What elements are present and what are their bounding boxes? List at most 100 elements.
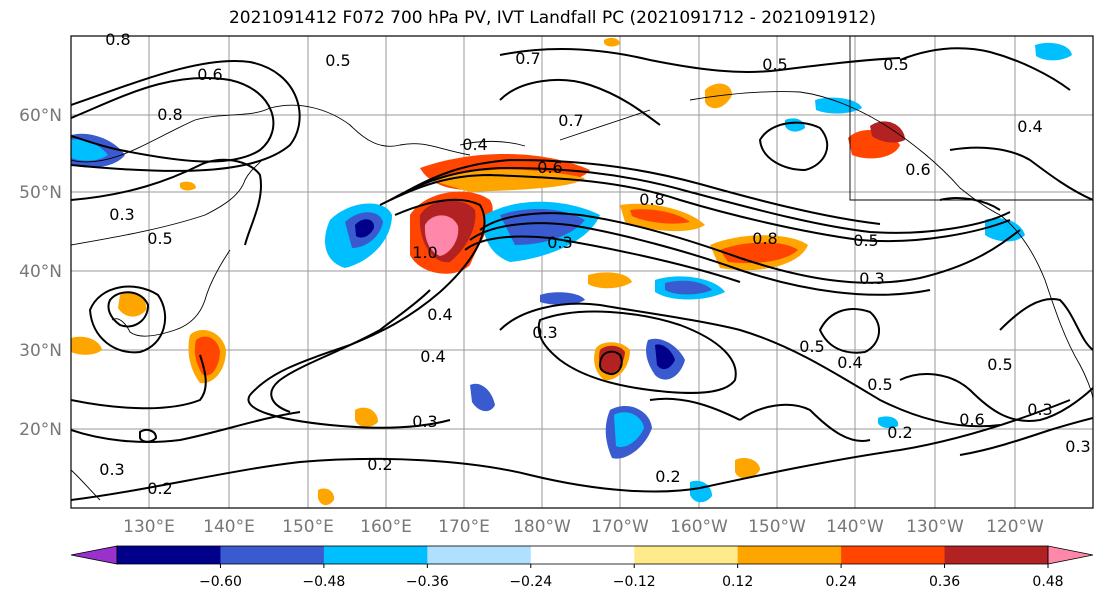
pv-positive-patch — [318, 488, 335, 506]
colorbar-segment — [117, 546, 221, 564]
colorbar-tick-label: −0.60 — [199, 574, 242, 590]
contour-label: 0.7 — [558, 111, 583, 130]
contour-label: 0.3 — [547, 233, 572, 252]
colorbar-segment — [634, 546, 739, 564]
lon-tick-label: 160°W — [670, 517, 728, 537]
pv-negative-patch — [665, 280, 712, 295]
pv-positive-patch — [735, 458, 760, 479]
pv-negative-patch — [655, 344, 675, 370]
pv-negative-patch — [470, 383, 495, 412]
pv-positive-patch — [604, 37, 620, 47]
contour-label: 0.3 — [412, 412, 437, 431]
lon-tick-label: 130°W — [906, 517, 964, 537]
contour-label: 0.6 — [905, 160, 930, 179]
colorbar-tick-label: 0.24 — [826, 574, 857, 590]
pv-negative-patch — [1035, 42, 1072, 61]
lon-tick-label: 140°W — [826, 517, 884, 537]
colorbar-tick-label: −0.48 — [302, 574, 345, 590]
contour-label: 0.3 — [109, 205, 134, 224]
colorbar-segment — [530, 546, 635, 564]
pv-positive-patch — [194, 336, 220, 376]
colorbar-tick-label: 0.12 — [722, 574, 753, 590]
pv-negative-patch — [355, 219, 375, 238]
colorbar-segment — [323, 546, 428, 564]
contour-label: 0.4 — [420, 347, 445, 366]
contour-label: 0.6 — [537, 158, 562, 177]
contour-label: 0.4 — [1017, 117, 1042, 136]
lon-tick-label: 120°W — [986, 517, 1044, 537]
lon-tick-label: 170°W — [591, 517, 649, 537]
lon-tick-label: 170°E — [438, 517, 490, 537]
pv-positive-patch — [630, 209, 690, 224]
lon-tick-label: 180°W — [513, 517, 571, 537]
pv-positive-patch — [71, 336, 102, 355]
contour-label: 0.7 — [515, 49, 540, 68]
lat-tick-label: 60°N — [19, 106, 62, 126]
contour-label: 0.3 — [532, 323, 557, 342]
lat-tick-label: 20°N — [19, 420, 62, 440]
contour-label: 0.5 — [867, 375, 892, 394]
pv-negative-patch — [985, 218, 1025, 242]
map-title: 2021091412 F072 700 hPa PV, IVT Landfall… — [228, 8, 876, 28]
pv-positive-patch — [355, 407, 378, 428]
colorbar-tick-label: 0.48 — [1032, 574, 1063, 590]
contour-label: 0.5 — [147, 229, 172, 248]
lon-tick-label: 150°W — [748, 517, 806, 537]
contour-label: 0.8 — [105, 30, 130, 49]
graticule — [71, 36, 1093, 508]
contour-label: 0.2 — [367, 455, 392, 474]
colorbar-tick-label: 0.36 — [929, 574, 960, 590]
contour-label: 0.5 — [883, 55, 908, 74]
lon-tick-label: 160°E — [360, 517, 412, 537]
contour-label: 1.0 — [412, 243, 437, 262]
pv-negative-patch — [540, 292, 585, 305]
pv-negative-patch — [614, 412, 644, 448]
contour-label: 0.2 — [147, 479, 172, 498]
contour-label: 0.4 — [837, 353, 862, 372]
contour-label: 0.3 — [1065, 437, 1090, 456]
lat-tick-label: 40°N — [19, 262, 62, 282]
pv-negative-patch — [71, 139, 108, 161]
contour-label: 0.5 — [853, 231, 878, 250]
colorbar-extend-low — [70, 545, 118, 565]
contour-label: 0.8 — [639, 190, 664, 209]
colorbar-tick-label: −0.12 — [613, 574, 656, 590]
colorbar-tick-label: −0.36 — [406, 574, 449, 590]
latitude-labels: 60°N 50°N 40°N 30°N 20°N — [19, 106, 62, 440]
contour-label: 0.8 — [157, 105, 182, 124]
colorbar-segment — [427, 546, 532, 564]
lon-tick-label: 140°E — [203, 517, 255, 537]
lat-tick-label: 50°N — [19, 183, 62, 203]
pv-positive-patch — [180, 181, 196, 191]
pv-negative-patch — [878, 416, 899, 429]
colorbar-segment — [737, 546, 842, 564]
pv-positive-patch — [870, 121, 905, 143]
colorbar-segment — [944, 546, 1049, 564]
contour-label: 0.6 — [959, 410, 984, 429]
contour-label: 0.5 — [325, 51, 350, 70]
contour-label: 0.3 — [859, 269, 884, 288]
lat-tick-label: 30°N — [19, 341, 62, 361]
colorbar-extend-high — [1047, 545, 1094, 565]
pv-positive-patch — [118, 292, 147, 317]
colorbar: −0.60 −0.48 −0.36 −0.24 −0.12 0.12 0.24 0.36 0.4… — [70, 545, 1094, 590]
colorbar-outline — [116, 545, 1049, 565]
contour-label: 0.4 — [462, 135, 487, 154]
contour-label: 0.2 — [655, 467, 680, 486]
contour-label: 0.5 — [987, 355, 1012, 374]
colorbar-tick-label: −0.24 — [509, 574, 552, 590]
contour-label: 0.5 — [762, 55, 787, 74]
contours — [71, 47, 1093, 501]
contour-label: 0.5 — [799, 337, 824, 356]
colorbar-segment — [841, 546, 946, 564]
lon-tick-label: 130°E — [123, 517, 175, 537]
pv-positive-patch — [424, 215, 459, 256]
contour-label: 0.8 — [752, 229, 777, 248]
longitude-labels: 130°E 140°E 150°E 160°E 170°E 180°W 170°W 160°W… — [123, 517, 1044, 537]
coastlines — [71, 36, 1093, 501]
lon-tick-label: 150°E — [282, 517, 334, 537]
contour-label: 0.3 — [99, 460, 124, 479]
colorbar-segment — [220, 546, 325, 564]
contour-labels: 0.8 0.5 0.7 0.5 0.5 0.6 0.7 0.4 0.6 0.8 0.4 0.6 0.8 0… — [99, 30, 1090, 498]
